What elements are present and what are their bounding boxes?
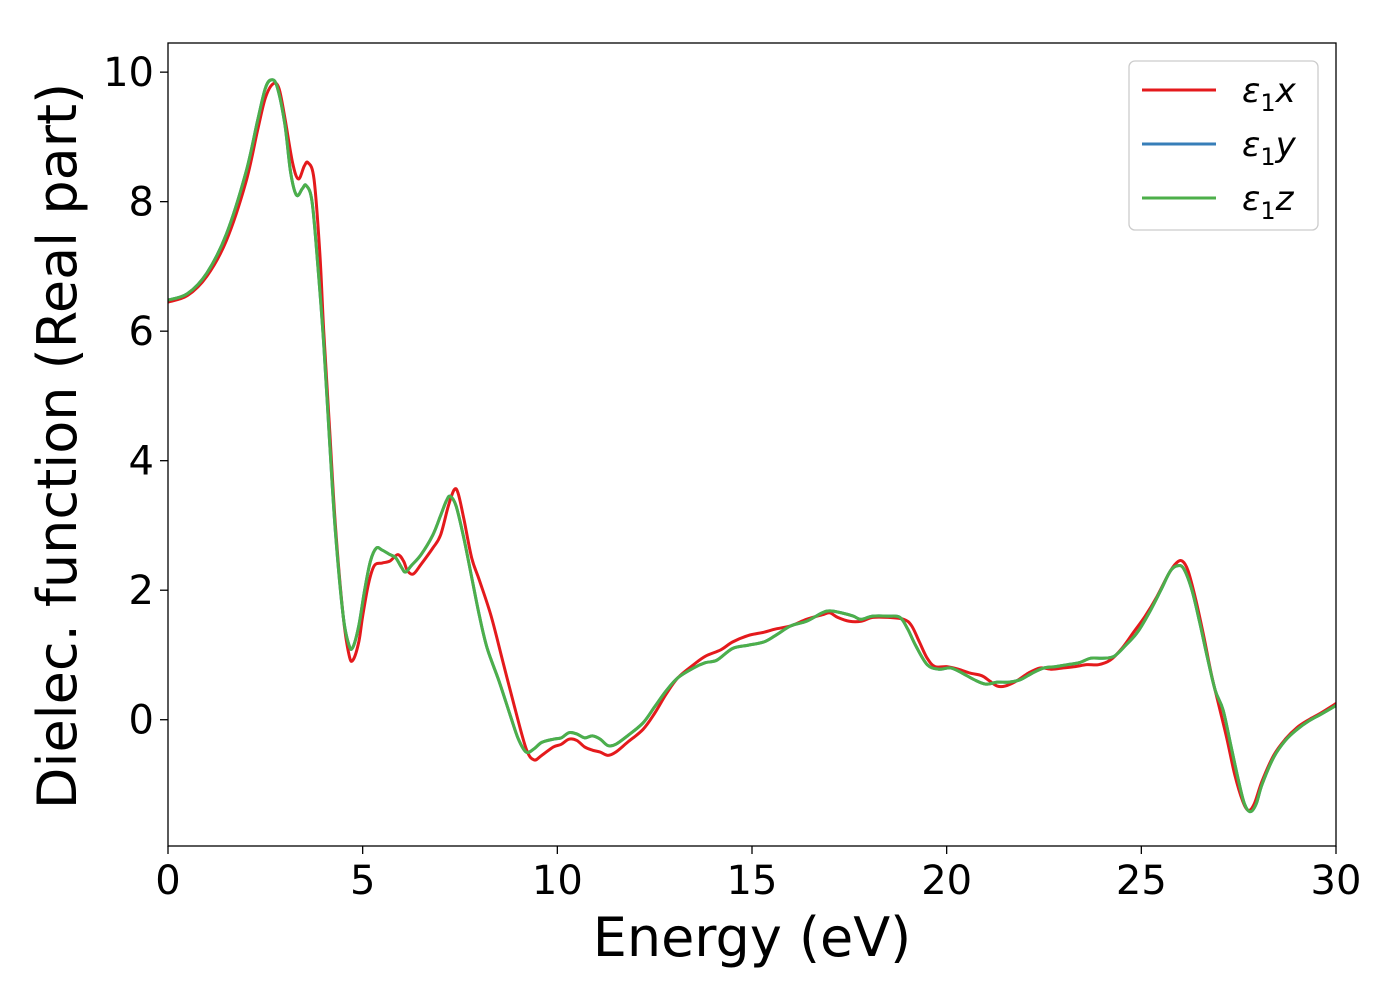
legend-entries: ε1x ε1y ε1z <box>1142 71 1297 225</box>
y-tick-label: 2 <box>129 568 154 614</box>
x-tick-label: 25 <box>1116 858 1167 904</box>
x-tick-label: 20 <box>921 858 972 904</box>
legend: ε1x ε1y ε1z <box>1128 60 1319 231</box>
y-tick-label: 6 <box>129 309 154 355</box>
x-tick-label: 5 <box>350 858 375 904</box>
y-tick-label: 0 <box>129 698 154 744</box>
x-tick-label: 10 <box>532 858 583 904</box>
x-tick-label: 30 <box>1311 858 1362 904</box>
y-tick-label: 4 <box>129 439 154 485</box>
x-axis-ticks: 0 5 10 15 20 25 30 <box>155 846 1361 904</box>
legend-label: ε1x <box>1242 71 1297 117</box>
series-layer <box>168 78 1336 814</box>
legend-label: ε1y <box>1242 125 1297 171</box>
legend-label: ε1z <box>1242 179 1295 225</box>
y-axis-ticks: 0 2 4 6 8 10 <box>103 50 168 744</box>
x-tick-label: 0 <box>155 858 180 904</box>
y-tick-label: 8 <box>129 180 154 226</box>
x-tick-label: 15 <box>727 858 778 904</box>
x-axis-label: Energy (eV) <box>593 906 912 969</box>
y-tick-label: 10 <box>103 50 154 96</box>
y-axis-label: Dielec. function (Real part) <box>26 83 89 809</box>
series-line-e1z <box>168 78 1336 814</box>
legend-box <box>1128 60 1319 231</box>
